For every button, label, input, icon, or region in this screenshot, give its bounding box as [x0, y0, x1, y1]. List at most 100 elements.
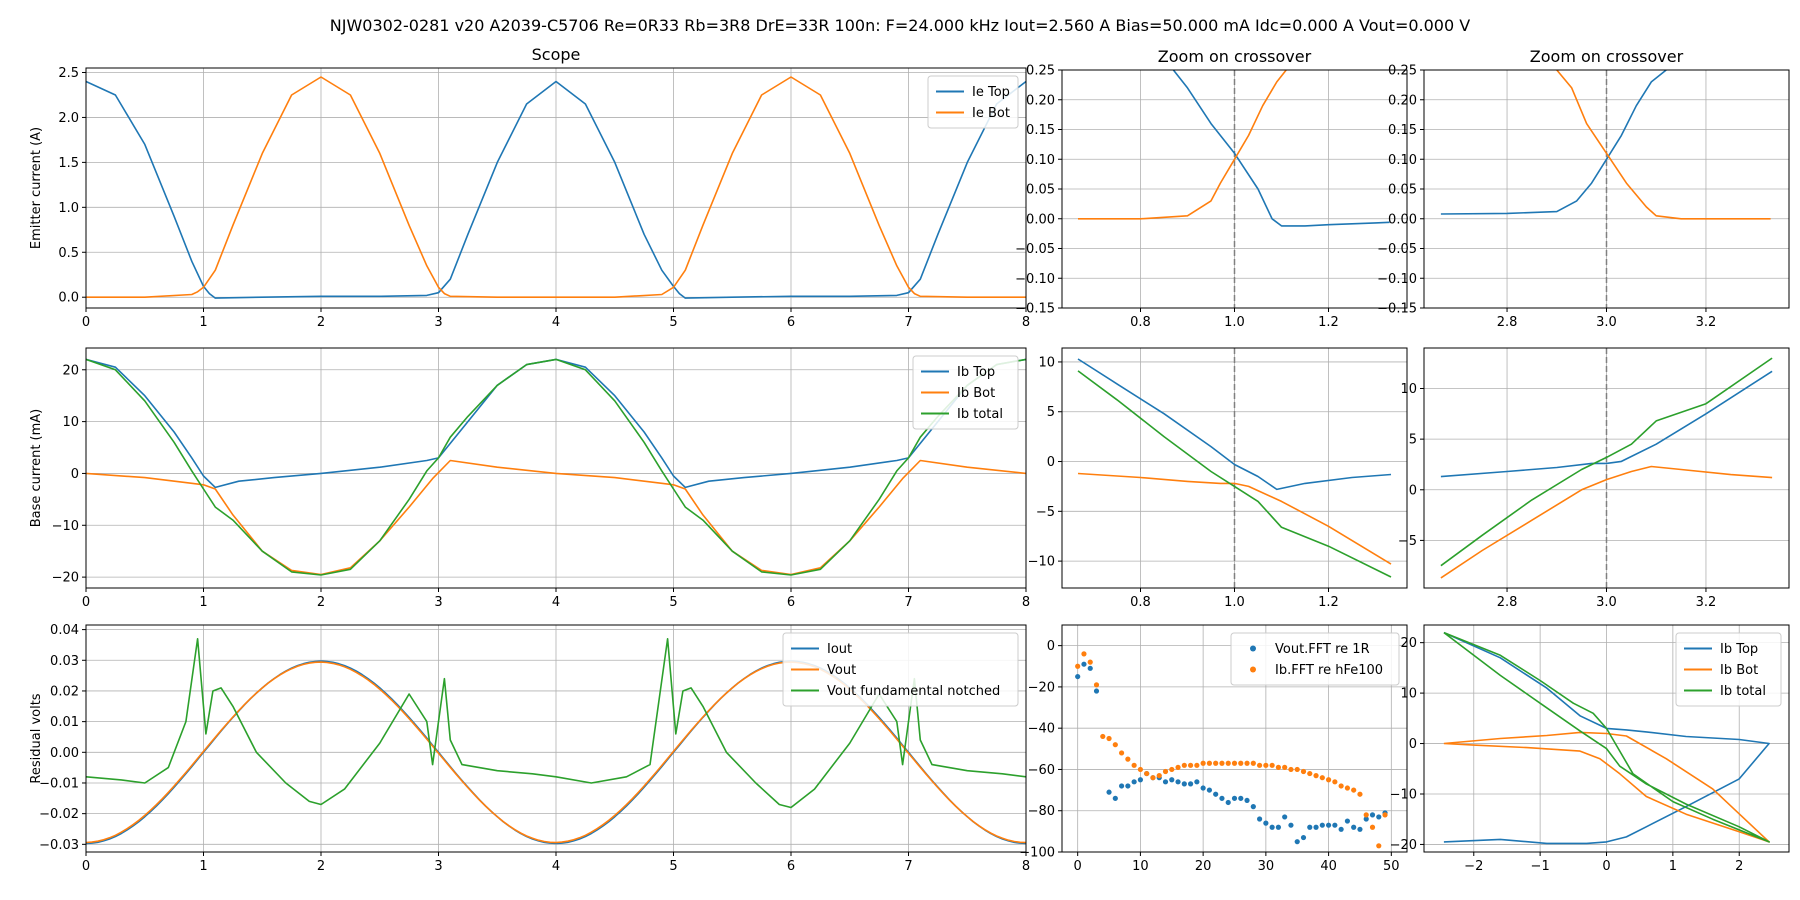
y-axis-label: Base current (mA) [29, 409, 44, 528]
data-point-ib-fft-re-hfe100 [1081, 651, 1087, 657]
legend-label: Ib Bot [957, 386, 995, 401]
x-tick-label: 0 [82, 859, 90, 874]
x-tick-label: 1.0 [1224, 595, 1245, 610]
series-line-ib-total [1440, 357, 1773, 567]
chart-zoom_base_3: 2.8 3.0 3.2 −5 0 5 10 [1398, 347, 1790, 610]
data-point-vout-fft-re-1r [1112, 795, 1118, 801]
series-line-ie-top [1172, 70, 1390, 227]
y-tick-label: −0.02 [39, 807, 79, 822]
y-tick-label: 1.0 [58, 201, 79, 216]
data-point-ib-fft-re-hfe100 [1332, 779, 1338, 785]
data-point-ib-fft-re-hfe100 [1156, 773, 1162, 779]
x-tick-label: 0.8 [1130, 595, 1151, 610]
data-point-ib-fft-re-hfe100 [1269, 762, 1275, 768]
x-tick-label: 0 [82, 595, 90, 610]
legend-label: Vout.FFT re 1R [1275, 642, 1370, 657]
y-tick-label: 20 [62, 363, 79, 378]
chart-scope_emitter: 0 1 2 3 4 5 6 7 8 0.0 0.5 1.0 1.5 2.0 2.5 Scope Emitter … [29, 45, 1030, 330]
data-point-vout-fft-re-1r [1106, 789, 1112, 795]
x-tick-label: 2 [317, 859, 325, 874]
x-tick-label: 2.8 [1497, 315, 1518, 330]
data-point-vout-fft-re-1r [1206, 787, 1213, 793]
data-point-vout-fft-re-1r [1256, 816, 1263, 822]
series-line-ib-total [1077, 370, 1392, 578]
x-tick-label: 8 [1022, 859, 1030, 874]
y-tick-label: −10 [1028, 555, 1055, 570]
data-point-ib-fft-re-hfe100 [1256, 762, 1263, 768]
data-point-ib-fft-re-hfe100 [1338, 783, 1344, 789]
x-tick-label: 40 [1320, 859, 1337, 874]
data-point-ib-fft-re-hfe100 [1087, 659, 1093, 665]
data-point-vout-fft-re-1r [1376, 814, 1382, 820]
x-tick-label: 2 [1735, 859, 1743, 874]
data-point-ib-fft-re-hfe100 [1250, 760, 1256, 766]
x-tick-label: 3.2 [1696, 315, 1717, 330]
plot-area [1440, 357, 1773, 579]
plot-area [1078, 70, 1390, 227]
data-point-ib-fft-re-hfe100 [1344, 785, 1351, 791]
x-tick-label: −2 [1464, 859, 1483, 874]
data-point-ib-fft-re-hfe100 [1382, 812, 1388, 818]
y-tick-label: −0.15 [1015, 302, 1055, 317]
data-point-vout-fft-re-1r [1338, 826, 1344, 832]
y-tick-label: −0.03 [39, 838, 79, 853]
data-point-ib-fft-re-hfe100 [1369, 824, 1376, 830]
x-tick-label: 8 [1022, 315, 1030, 330]
x-tick-label: 0 [82, 315, 90, 330]
data-point-vout-fft-re-1r [1081, 661, 1087, 667]
x-tick-label: 1 [1669, 859, 1677, 874]
data-point-ib-fft-re-hfe100 [1231, 760, 1238, 766]
x-tick-label: 4 [552, 859, 560, 874]
x-tick-label: 7 [904, 595, 912, 610]
legend-box [782, 632, 1019, 707]
legend-label: Ib Bot [1720, 663, 1758, 678]
x-tick-label: 30 [1258, 859, 1275, 874]
x-tick-label: 5 [669, 859, 677, 874]
series-line-ib-top [1440, 370, 1773, 478]
y-tick-label: −20 [1028, 680, 1055, 695]
series-line-vout [86, 661, 1026, 844]
data-point-vout-fft-re-1r [1093, 688, 1100, 694]
data-point-vout-fft-re-1r [1131, 779, 1137, 785]
series-line-ie-top [1440, 70, 1667, 215]
data-point-vout-fft-re-1r [1307, 824, 1313, 830]
data-point-ib-fft-re-hfe100 [1144, 770, 1150, 777]
x-tick-label: 2 [317, 315, 325, 330]
y-tick-label: 0.03 [50, 654, 79, 669]
x-tick-label: 50 [1383, 859, 1400, 874]
y-tick-label: −20 [52, 571, 79, 586]
series-line-ib-top [1443, 631, 1770, 845]
y-tick-label: 0.15 [1388, 123, 1417, 138]
data-point-vout-fft-re-1r [1275, 824, 1282, 830]
x-tick-label: 1.2 [1318, 595, 1339, 610]
legend-box [927, 75, 1019, 129]
y-tick-label: −100 [1019, 846, 1055, 861]
x-tick-label: 7 [904, 859, 912, 874]
data-point-ib-fft-re-hfe100 [1187, 762, 1194, 768]
series-line-ie-top [86, 80, 1026, 299]
data-point-vout-fft-re-1r [1300, 834, 1307, 841]
data-point-ib-fft-re-hfe100 [1118, 750, 1125, 756]
data-point-ib-fft-re-hfe100 [1100, 733, 1106, 740]
y-tick-label: −10 [1390, 787, 1417, 802]
data-point-vout-fft-re-1r [1263, 820, 1269, 826]
x-tick-label: 10 [1132, 859, 1149, 874]
legend-marker [1250, 666, 1256, 673]
y-tick-label: −60 [1028, 763, 1055, 778]
x-tick-label: 3 [434, 859, 442, 874]
data-point-ib-fft-re-hfe100 [1225, 760, 1231, 766]
data-point-ib-fft-re-hfe100 [1282, 764, 1288, 770]
data-point-ib-fft-re-hfe100 [1206, 760, 1213, 766]
x-tick-label: 3.0 [1596, 595, 1617, 610]
chart-title: Zoom on crossover [1530, 47, 1684, 66]
y-tick-label: 0.25 [1026, 64, 1055, 79]
x-tick-label: 4 [552, 315, 560, 330]
data-point-ib-fft-re-hfe100 [1319, 775, 1325, 781]
data-point-ib-fft-re-hfe100 [1200, 760, 1206, 766]
x-tick-label: 20 [1195, 859, 1212, 874]
data-point-vout-fft-re-1r [1162, 779, 1169, 785]
legend-box [912, 355, 1019, 430]
data-point-vout-fft-re-1r [1244, 797, 1250, 804]
